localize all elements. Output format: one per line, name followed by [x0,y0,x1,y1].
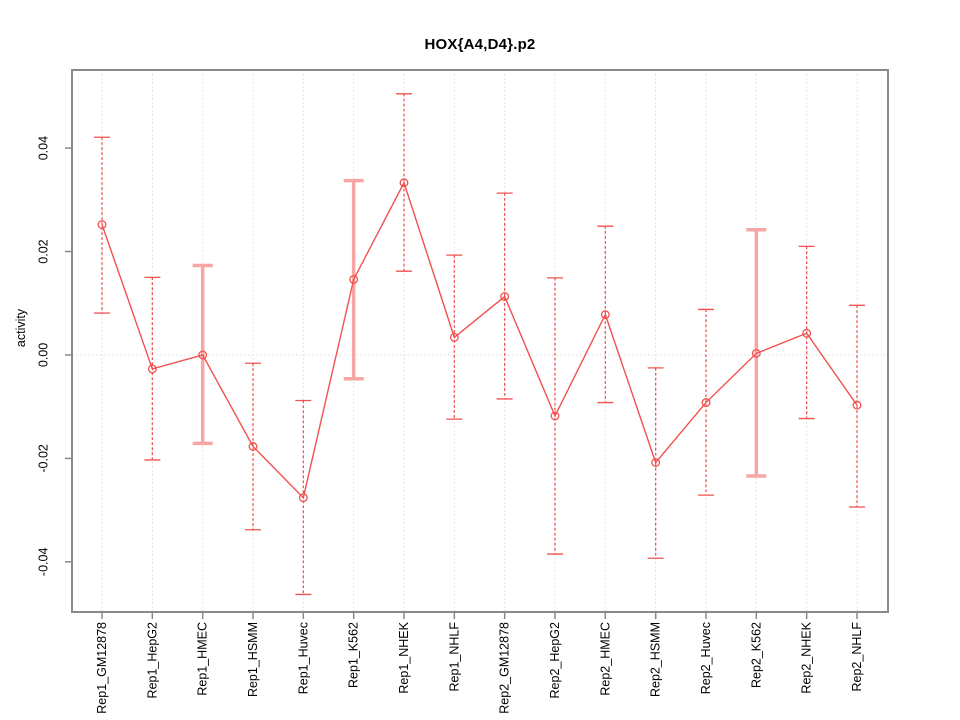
data-point [802,328,812,338]
plot-border [71,69,889,613]
x-tick-label: Rep2_Huvec [699,622,713,694]
x-tick-label: Rep2_HMEC [598,622,612,696]
x-tick-label: Rep1_GM12878 [95,622,109,714]
y-tick-label: -0.04 [36,548,50,577]
x-tick-label: Rep2_NHLF [850,622,864,692]
x-tick-label: Rep2_K562 [749,622,763,688]
data-point [852,400,862,410]
data-point [449,332,459,342]
data-point [600,310,610,320]
x-tick-label: Rep1_HMEC [196,622,210,696]
data-point [349,275,359,284]
x-tick-label: Rep2_GM12878 [498,622,512,714]
y-tick-label: 0.00 [36,343,50,367]
data-point [751,348,761,358]
y-tick-label: -0.02 [36,444,50,473]
x-tick-label: Rep2_NHEK [800,621,814,693]
x-tick-label: Rep1_HSMM [246,622,260,697]
data-line [101,180,858,500]
y-tick-label: 0.04 [36,136,50,160]
y-axis-label: activity [14,308,28,347]
chart-title: HOX{A4,D4}.p2 [424,36,536,53]
x-tick-label: Rep2_HepG2 [548,622,562,698]
y-tick-label: 0.02 [36,239,50,263]
data-point [97,220,107,230]
data-point [651,458,661,467]
x-tick-label: Rep1_K562 [347,622,361,688]
x-tick-label: Rep1_NHLF [447,622,461,692]
x-tick-label: Rep2_HSMM [649,622,663,697]
data-point [701,398,711,407]
x-tick-label: Rep1_Huvec [296,622,310,694]
data-point [198,350,208,360]
data-point [500,292,510,301]
plot-area: -0.04 -0.02 0.00 0.02 0.04 Rep1_GM12878 Rep1_H… [36,69,889,714]
x-tick-label: Rep1_NHEK [397,621,411,693]
x-tick-label: Rep1_HepG2 [145,622,159,698]
data-point [298,493,308,503]
data-point [147,364,157,374]
data-point [248,442,258,451]
data-point [550,411,560,421]
data-point [399,178,409,188]
